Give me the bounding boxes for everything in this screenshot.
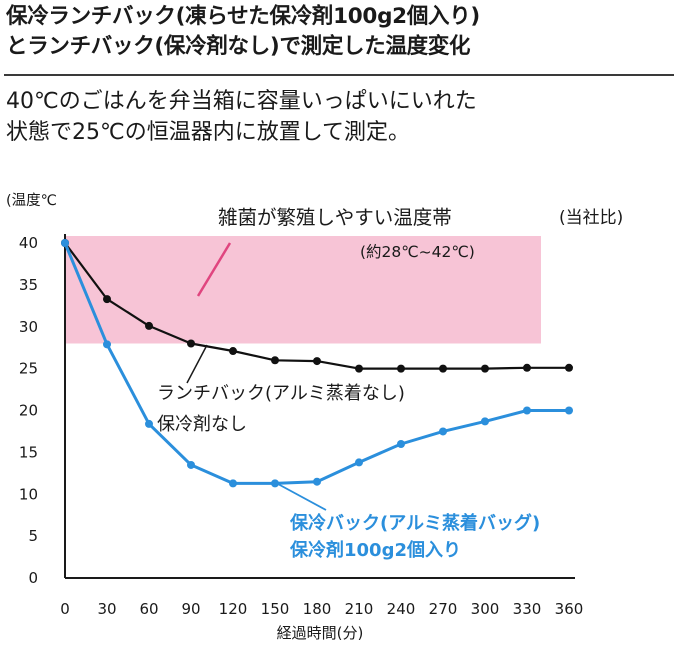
x-tick-label: 210 — [345, 600, 374, 618]
series-2-point — [61, 239, 69, 247]
axes — [64, 234, 575, 579]
series-1-point — [439, 364, 447, 373]
x-tick-label: 270 — [429, 600, 458, 618]
series-1-label-leader — [186, 344, 208, 384]
y-tick-label: 5 — [28, 527, 38, 545]
danger-zone-range-label: (約28℃~42℃) — [360, 243, 475, 261]
series-2-point — [187, 460, 195, 469]
series-2-label-leader — [277, 483, 327, 511]
series-1-point — [271, 356, 279, 365]
x-tick-label: 300 — [471, 600, 500, 618]
y-tick-label: 40 — [19, 234, 38, 252]
y-tick-label: 15 — [19, 443, 38, 461]
series-2-point — [271, 479, 279, 488]
title-divider — [4, 74, 674, 76]
danger-zone-pointer — [196, 242, 232, 297]
title-line-1: 保冷ランチバック(凍らせた保冷剤100g2個入り) — [6, 4, 480, 29]
x-tick-label: 240 — [387, 600, 416, 618]
series-2-point — [397, 440, 405, 448]
series-2-point — [229, 479, 237, 488]
series-label-cooler-line-1: 保冷バック(アルミ蒸着バッグ) — [289, 512, 540, 534]
series-1-point — [523, 363, 531, 372]
series-2-point — [313, 477, 321, 486]
series-2-point — [439, 427, 447, 436]
measurement-description: 40℃のごはんを弁当箱に容量いっぱいにいれた 状態で25℃の恒温器内に放置して測… — [6, 86, 678, 148]
x-tick-label: 30 — [97, 600, 116, 618]
y-tick-label: 0 — [28, 569, 38, 587]
series-2-point — [523, 406, 531, 415]
series-label-no-ice-line-1: ランチバック(アルミ蒸着なし) — [157, 383, 405, 404]
x-tick-label: 60 — [139, 600, 158, 618]
danger-zone-label: 雑菌が繁殖しやすい温度帯 — [218, 206, 452, 229]
y-tick-label: 35 — [19, 276, 38, 294]
series-1-point — [565, 363, 573, 372]
y-tick-label: 30 — [19, 318, 38, 336]
x-axis-label: 経過時間(分) — [277, 624, 364, 642]
description-line-2: 状態で25℃の恒温器内に放置して測定。 — [6, 120, 411, 145]
x-tick-label: 330 — [513, 600, 542, 618]
series-1-point — [397, 364, 405, 373]
series-2-point — [103, 340, 111, 349]
series-1-point — [355, 364, 363, 373]
x-tick-label: 120 — [219, 600, 248, 618]
x-tick-label: 150 — [261, 600, 290, 618]
series-1-point — [187, 339, 195, 348]
x-tick-label: 0 — [60, 600, 70, 618]
series-2-point — [565, 406, 573, 415]
chart-title: 保冷ランチバック(凍らせた保冷剤100g2個入り) とランチバック(保冷剤なし)… — [6, 2, 678, 62]
y-tick-label: 10 — [19, 485, 38, 503]
series-1-point — [103, 295, 111, 304]
y-tick-label: 20 — [19, 402, 38, 420]
tick-labels: 0 5 10 15 20 25 30 35 40 0 30 60 90 120 150 180 210 240 27… — [19, 234, 583, 618]
series-2-point — [355, 458, 363, 467]
x-tick-label: 180 — [303, 600, 332, 618]
series-1-point — [481, 364, 489, 373]
title-line-2: とランチバック(保冷剤なし)で測定した温度変化 — [6, 34, 471, 59]
y-tick-label: 25 — [19, 360, 38, 378]
y-axis-label: (温度℃ — [6, 192, 57, 209]
source-note: (当社比) — [559, 208, 623, 228]
series-label-cooler-line-2: 保冷剤100g2個入り — [289, 539, 461, 561]
x-tick-label: 360 — [555, 600, 584, 618]
description-line-1: 40℃のごはんを弁当箱に容量いっぱいにいれた — [6, 89, 477, 114]
series-layer — [61, 239, 573, 511]
series-1-point — [229, 347, 237, 356]
series-1-point — [145, 321, 153, 330]
x-tick-label: 90 — [181, 600, 200, 618]
series-2-point — [145, 419, 153, 428]
series-1-point — [313, 357, 321, 366]
series-label-no-ice-line-2: 保冷剤なし — [157, 414, 247, 435]
series-2-point — [481, 417, 489, 426]
